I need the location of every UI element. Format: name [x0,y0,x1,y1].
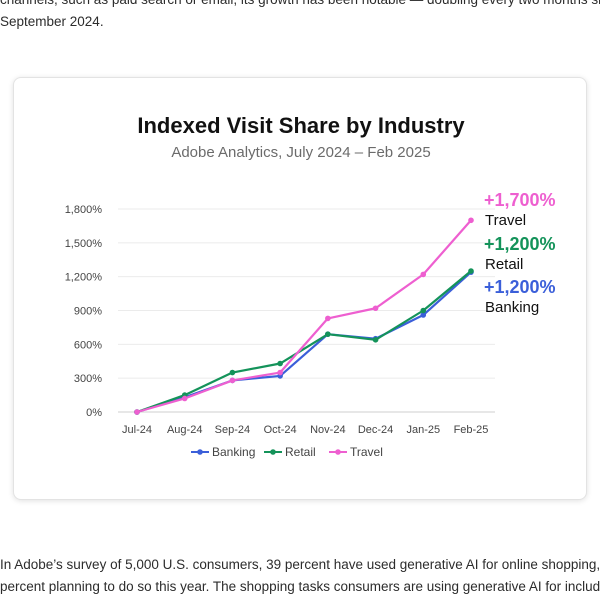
x-axis-ticks: Jul-24 Aug-24 Sep-24 Oct-24 Nov-24 Dec-24 Jan-… [122,424,488,436]
data-point-retail [468,268,474,274]
article-paragraph-top: channels, such as paid search or email, … [0,0,600,33]
data-point-travel [181,395,188,402]
series-line-travel [136,219,472,414]
data-point-retail [325,331,331,337]
data-point-travel [325,315,331,322]
legend-label-travel: Travel [350,445,383,459]
legend-marker-travel [335,449,341,455]
data-point-retail [277,360,283,367]
y-tick-label: 600% [74,339,102,351]
data-point-retail [372,337,379,343]
x-tick-label: Dec-24 [358,424,393,436]
chart-card: Indexed Visit Share by Industry Adobe An… [13,77,587,500]
chart-title: Indexed Visit Share by Industry [137,113,465,138]
article-text-line: channels, such as paid search or email, … [0,0,600,11]
series-line-banking [136,271,472,414]
article-paragraph-bottom: In Adobe’s survey of 5,000 U.S. consumer… [0,554,600,598]
end-annotations: +1,700% Travel +1,200% Retail +1,200% Banking [484,190,556,316]
legend-marker-retail [270,449,276,455]
data-point-travel [420,271,427,278]
line-chart: Indexed Visit Share by Industry Adobe An… [65,113,556,459]
x-tick-label: Feb-25 [454,424,489,436]
series-travel [134,217,474,415]
y-tick-label: 0% [86,407,102,419]
data-point-travel [229,377,236,384]
annotation-label: Retail [485,256,523,273]
annotation-value: +1,200% [484,234,556,254]
annotation-value: +1,200% [484,277,556,297]
x-tick-label: Jan-25 [406,424,440,436]
article-text-line: In Adobe’s survey of 5,000 U.S. consumer… [0,557,600,572]
annotation-value: +1,700% [484,190,556,210]
legend-marker-banking [197,449,203,455]
data-point-travel [134,409,140,415]
y-tick-label: 1,200% [65,272,103,284]
x-tick-label: Nov-24 [310,424,345,436]
data-point-travel [468,217,474,224]
data-point-travel [277,369,283,376]
chart-subtitle: Adobe Analytics, July 2024 – Feb 2025 [171,144,430,161]
y-axis-ticks: 0% 300% 600% 900% 1,200% 1,500% 1,800% [65,204,103,419]
data-point-travel [372,305,379,312]
y-tick-label: 900% [74,306,102,318]
y-tick-label: 300% [74,373,102,385]
series-line-retail [136,270,472,414]
legend-label-banking: Banking [212,445,255,459]
legend: Banking Retail Travel [191,445,383,459]
article-text-line: September 2024. [0,14,104,29]
data-point-retail [229,369,236,376]
legend-label-retail: Retail [285,445,316,459]
data-point-retail [420,307,427,314]
x-tick-label: Aug-24 [167,424,202,436]
data-point-banking [420,312,427,318]
gridlines [118,208,495,413]
article-text-line: percent planning to do so this year. The… [0,579,600,594]
x-tick-label: Sep-24 [215,424,250,436]
series-retail [134,268,474,415]
x-tick-label: Jul-24 [122,424,152,436]
annotation-label: Travel [485,212,526,229]
series-lines [134,217,474,415]
x-tick-label: Oct-24 [264,424,297,436]
y-tick-label: 1,500% [65,238,103,250]
annotation-label: Banking [485,299,539,316]
y-tick-label: 1,800% [65,204,103,216]
